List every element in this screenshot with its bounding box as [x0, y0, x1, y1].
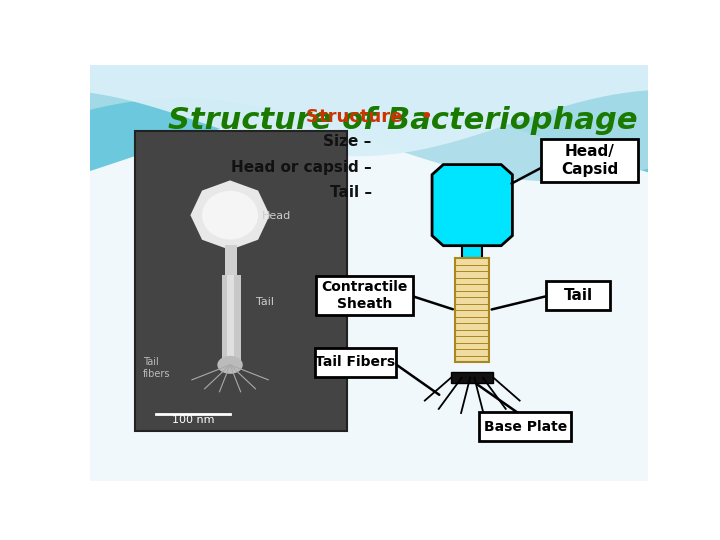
Text: Size –: Size –	[323, 134, 372, 149]
Bar	[227, 275, 234, 365]
Text: Structure of Bacteriophage: Structure of Bacteriophage	[168, 106, 637, 136]
Text: Tail: Tail	[564, 288, 593, 303]
FancyBboxPatch shape	[546, 281, 611, 310]
Text: Tail: Tail	[256, 297, 274, 307]
Text: Head: Head	[262, 211, 291, 221]
Bar	[225, 245, 238, 275]
FancyBboxPatch shape	[480, 412, 571, 441]
Bar	[90, 127, 648, 481]
Text: Tail Fibers: Tail Fibers	[315, 355, 395, 369]
PathPatch shape	[90, 65, 648, 156]
Text: Tail
fibers: Tail fibers	[143, 357, 171, 379]
PathPatch shape	[90, 65, 648, 181]
Bar	[135, 131, 346, 431]
Text: Contractile
Sheath: Contractile Sheath	[321, 280, 408, 310]
Bar	[456, 258, 489, 362]
Polygon shape	[432, 165, 513, 246]
Text: 100 nm: 100 nm	[171, 415, 215, 425]
PathPatch shape	[90, 65, 648, 172]
Text: Head or capsid –: Head or capsid –	[231, 160, 372, 174]
FancyBboxPatch shape	[315, 348, 395, 377]
Bar	[222, 275, 240, 365]
FancyBboxPatch shape	[541, 139, 638, 183]
Polygon shape	[190, 180, 270, 250]
Bar	[90, 65, 648, 140]
Ellipse shape	[217, 356, 243, 374]
Text: Structure   •: Structure •	[305, 108, 433, 126]
FancyBboxPatch shape	[315, 276, 413, 315]
Bar	[451, 373, 493, 383]
Text: Head/
Capsid: Head/ Capsid	[561, 144, 618, 177]
Bar	[462, 246, 482, 258]
Text: Tail –: Tail –	[330, 185, 372, 200]
Text: Base Plate: Base Plate	[484, 420, 567, 434]
Ellipse shape	[202, 191, 258, 239]
